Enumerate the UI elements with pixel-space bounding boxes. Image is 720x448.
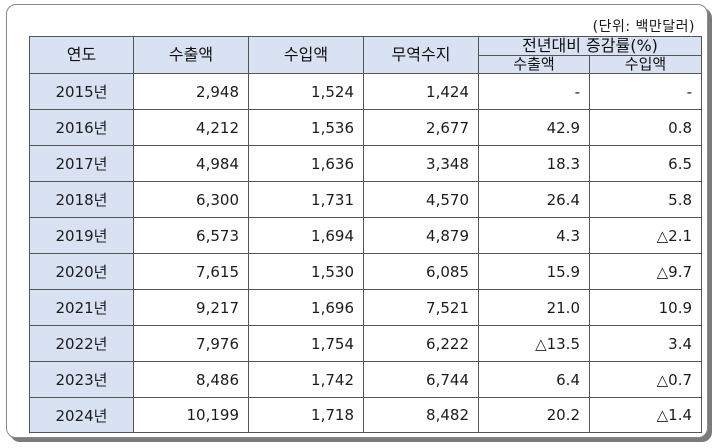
- cell-year: 2017년: [29, 145, 134, 182]
- cell-year: 2020년: [29, 253, 134, 290]
- cell-yoy-imports: 5.8: [588, 181, 703, 218]
- cell-year: 2019년: [29, 217, 134, 254]
- cell-balance: 2,677: [363, 109, 479, 146]
- table-row: 2022년 7,976 1,754 6,222 △13.5 3.4: [29, 325, 703, 362]
- cell-imports: 1,524: [248, 73, 364, 110]
- cell-year: 2016년: [29, 109, 134, 146]
- cell-yoy-exports: 4.3: [478, 217, 590, 254]
- table-row: 2020년 7,615 1,530 6,085 15.9 △9.7: [29, 253, 703, 290]
- cell-exports: 6,573: [133, 217, 249, 254]
- cell-balance: 7,521: [363, 289, 479, 326]
- cell-balance: 6,222: [363, 325, 479, 362]
- cell-exports: 2,948: [133, 73, 249, 110]
- cell-yoy-imports: △9.7: [588, 253, 703, 290]
- cell-balance: 6,085: [363, 253, 479, 290]
- cell-yoy-imports: 3.4: [588, 325, 703, 362]
- cell-imports: 1,694: [248, 217, 364, 254]
- table-body: 2015년 2,948 1,524 1,424 - - 2016년 4,212 …: [29, 73, 703, 433]
- cell-imports: 1,696: [248, 289, 364, 326]
- header-imports: 수입액: [248, 36, 364, 74]
- cell-yoy-imports: △0.7: [588, 361, 703, 398]
- cell-exports: 8,486: [133, 361, 249, 398]
- table-row: 2017년 4,984 1,636 3,348 18.3 6.5: [29, 145, 703, 182]
- cell-balance: 6,744: [363, 361, 479, 398]
- cell-yoy-exports: 20.2: [478, 397, 590, 433]
- cell-yoy-exports: 18.3: [478, 145, 590, 182]
- table-row: 2018년 6,300 1,731 4,570 26.4 5.8: [29, 181, 703, 218]
- header-yoy-group: 전년대비 증감률(%): [477, 36, 703, 56]
- cell-year: 2021년: [29, 289, 134, 326]
- cell-balance: 4,570: [363, 181, 479, 218]
- unit-note: (단위: 백만달러): [592, 19, 695, 35]
- table-header: 연도 수출액 수입액 무역수지 전년대비 증감률(%) 수출액 수입액: [29, 36, 703, 74]
- cell-exports: 6,300: [133, 181, 249, 218]
- table-row: 2016년 4,212 1,536 2,677 42.9 0.8: [29, 109, 703, 146]
- cell-year: 2024년: [29, 397, 134, 433]
- cell-yoy-exports: 21.0: [478, 289, 590, 326]
- cell-year: 2022년: [29, 325, 134, 362]
- header-yoy-exports: 수출액: [478, 55, 590, 74]
- cell-yoy-exports: 26.4: [478, 181, 590, 218]
- cell-balance: 1,424: [363, 73, 479, 110]
- cell-yoy-imports: △1.4: [588, 397, 703, 433]
- cell-exports: 9,217: [133, 289, 249, 326]
- cell-imports: 1,636: [248, 145, 364, 182]
- cell-year: 2015년: [29, 73, 134, 110]
- cell-balance: 4,879: [363, 217, 479, 254]
- cell-year: 2018년: [29, 181, 134, 218]
- table-row: 2023년 8,486 1,742 6,744 6.4 △0.7: [29, 361, 703, 398]
- cell-yoy-imports: 0.8: [588, 109, 703, 146]
- cell-exports: 7,615: [133, 253, 249, 290]
- cell-exports: 10,199: [133, 397, 249, 433]
- cell-yoy-imports: △2.1: [588, 217, 703, 254]
- cell-yoy-exports: 42.9: [478, 109, 590, 146]
- cell-imports: 1,754: [248, 325, 364, 362]
- cell-yoy-exports: -: [478, 73, 590, 110]
- cell-yoy-imports: -: [588, 73, 703, 110]
- cell-exports: 7,976: [133, 325, 249, 362]
- trade-table: 연도 수출액 수입액 무역수지 전년대비 증감률(%) 수출액 수입액 2015…: [29, 36, 703, 433]
- cell-yoy-exports: 6.4: [478, 361, 590, 398]
- cell-yoy-exports: △13.5: [478, 325, 590, 362]
- header-yoy-imports: 수입액: [588, 55, 703, 74]
- cell-balance: 3,348: [363, 145, 479, 182]
- header-balance: 무역수지: [363, 36, 479, 74]
- cell-imports: 1,536: [248, 109, 364, 146]
- cell-exports: 4,212: [133, 109, 249, 146]
- cell-balance: 8,482: [363, 397, 479, 433]
- cell-imports: 1,718: [248, 397, 364, 433]
- table-row: 2024년 10,199 1,718 8,482 20.2 △1.4: [29, 397, 703, 433]
- table-row: 2019년 6,573 1,694 4,879 4.3 △2.1: [29, 217, 703, 254]
- cell-yoy-imports: 10.9: [588, 289, 703, 326]
- table-row: 2021년 9,217 1,696 7,521 21.0 10.9: [29, 289, 703, 326]
- cell-imports: 1,530: [248, 253, 364, 290]
- header-year: 연도: [29, 36, 134, 74]
- cell-yoy-imports: 6.5: [588, 145, 703, 182]
- cell-year: 2023년: [29, 361, 134, 398]
- header-exports: 수출액: [133, 36, 249, 74]
- cell-imports: 1,742: [248, 361, 364, 398]
- table-row: 2015년 2,948 1,524 1,424 - -: [29, 73, 703, 110]
- cell-yoy-exports: 15.9: [478, 253, 590, 290]
- cell-imports: 1,731: [248, 181, 364, 218]
- cell-exports: 4,984: [133, 145, 249, 182]
